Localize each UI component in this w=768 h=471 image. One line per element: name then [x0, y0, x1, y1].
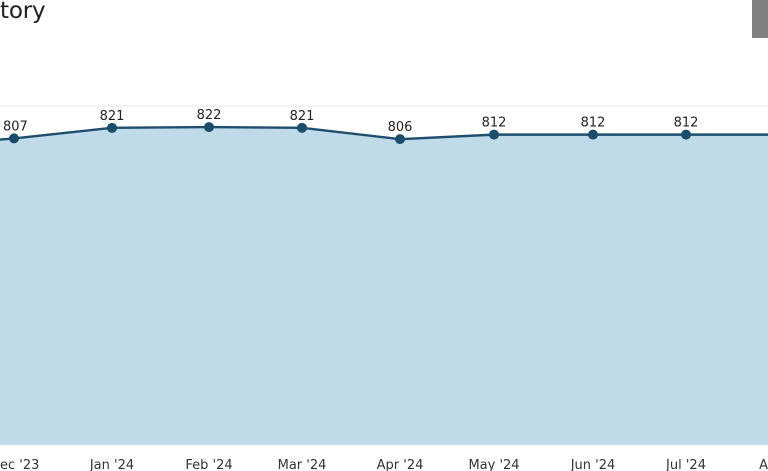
- data-label: 807: [3, 119, 28, 134]
- x-axis-ticks: ec '23 Jan '24 Feb '24 Mar '24 Apr '24 May '2…: [0, 458, 768, 471]
- x-tick-label: Jan '24: [89, 458, 134, 471]
- data-point[interactable]: [204, 122, 214, 133]
- data-label: 812: [482, 116, 507, 131]
- x-tick-label: Jun '24: [570, 458, 616, 471]
- data-point[interactable]: [395, 134, 405, 145]
- data-label: 812: [581, 116, 606, 131]
- data-label: 821: [290, 109, 315, 124]
- x-tick-label: A: [759, 458, 768, 471]
- area-fill: [0, 127, 768, 445]
- data-label: 806: [388, 120, 413, 135]
- data-point[interactable]: [681, 129, 691, 140]
- data-point[interactable]: [107, 122, 117, 133]
- x-tick-label: ec '23: [0, 458, 39, 471]
- series-line: [0, 125, 768, 141]
- x-tick-label: May '24: [468, 458, 519, 471]
- data-label: 822: [197, 108, 222, 123]
- x-tick-label: Apr '24: [377, 458, 424, 471]
- x-tick-label: Feb '24: [185, 458, 232, 471]
- points-layer: [9, 122, 691, 145]
- corner-button[interactable]: [752, 0, 768, 38]
- data-labels: 807 821 822 821 806 812 812 812: [3, 108, 698, 135]
- chart-title: tory: [0, 0, 46, 24]
- data-label: 821: [100, 109, 125, 124]
- x-tick-label: Mar '24: [278, 458, 327, 471]
- data-label: 812: [674, 116, 699, 131]
- data-point[interactable]: [489, 129, 499, 140]
- data-point[interactable]: [588, 129, 598, 140]
- x-tick-label: Jul '24: [665, 458, 706, 471]
- data-point[interactable]: [9, 133, 19, 144]
- data-point[interactable]: [297, 122, 307, 133]
